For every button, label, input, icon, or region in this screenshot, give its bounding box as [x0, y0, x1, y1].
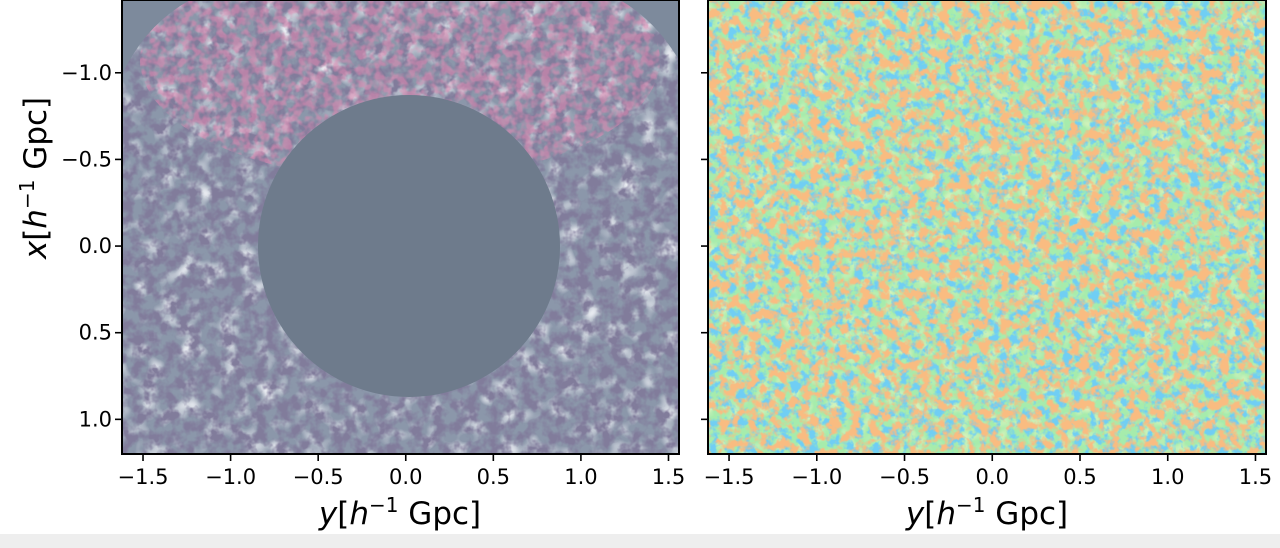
left-y-axis-label: x[h−1 Gpc]	[15, 97, 54, 260]
left-x-tick-label: −1.5	[118, 465, 169, 489]
right-x-tick-label: −1.5	[704, 465, 755, 489]
left-y-tick-label: 0.0	[79, 234, 112, 258]
left-y-tick-label: −1.0	[61, 61, 112, 85]
survey-mask-corner	[620, 0, 679, 60]
right-x-tick-label: 0.0	[976, 465, 1009, 489]
right-x-tick-label: −1.0	[791, 465, 842, 489]
right-x-tick-label: 1.5	[1239, 465, 1272, 489]
survey-mask-corner	[122, 0, 190, 75]
right-x-axis-label: y[h−1 Gpc]	[905, 493, 1068, 532]
left-panel: −1.5 −1.0 −0.5 0.0 0.5 1.0 1.5 −1.0 −0.5 0.0 0.5 1…	[15, 0, 685, 532]
right-x-tick-label: 0.5	[1063, 465, 1096, 489]
left-x-tick-label: 1.0	[564, 465, 597, 489]
bottom-strip	[0, 534, 1280, 548]
masked-central-disk	[258, 95, 560, 397]
density-slice-image	[122, 0, 679, 454]
right-x-tick-label: −0.5	[879, 465, 930, 489]
right-x-tick-label: 1.0	[1151, 465, 1184, 489]
left-x-tick-label: 0.5	[477, 465, 510, 489]
left-x-tick-label: −0.5	[293, 465, 344, 489]
left-x-axis-label: y[h−1 Gpc]	[318, 493, 481, 532]
left-x-tick-label: 1.5	[652, 465, 685, 489]
right-axes-frame	[707, 0, 1267, 455]
left-y-tick-label: 0.5	[79, 321, 112, 345]
left-y-tick-label: −0.5	[61, 147, 112, 171]
right-panel: −1.5 −1.0 −0.5 0.0 0.5 1.0 1.5 y[h−1 Gpc]	[701, 0, 1272, 532]
random-field-image	[708, 0, 1266, 454]
left-x-tick-label: −1.0	[205, 465, 256, 489]
left-y-tick-label: 1.0	[79, 407, 112, 431]
left-x-tick-label: 0.0	[389, 465, 422, 489]
left-axes-frame	[121, 0, 680, 455]
